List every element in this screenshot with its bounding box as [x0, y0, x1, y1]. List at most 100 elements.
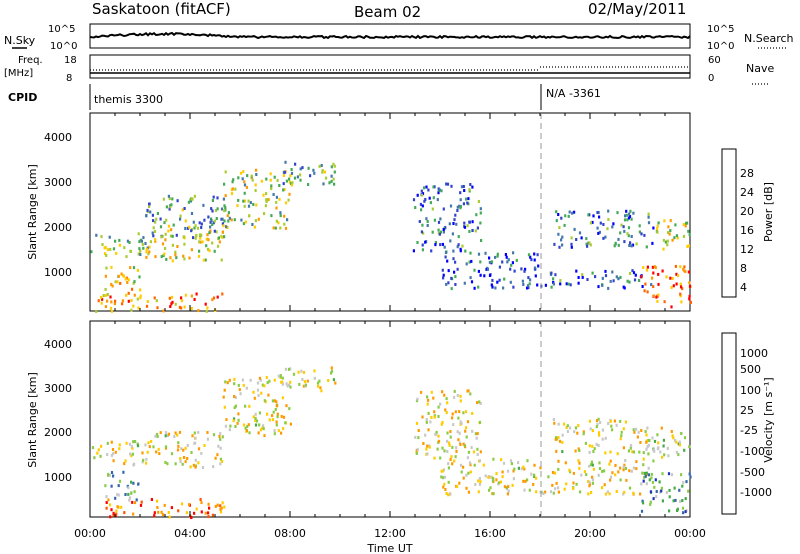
heatmap-cell [197, 309, 200, 313]
heatmap-cell [167, 194, 170, 198]
heatmap-cell [272, 193, 275, 196]
heatmap-cell [245, 185, 248, 189]
heatmap-cell [588, 444, 591, 448]
heatmap-cell [187, 200, 190, 204]
heatmap-cell [655, 495, 658, 499]
heatmap-cell [555, 481, 558, 485]
heatmap-cell [459, 443, 462, 446]
heatmap-cell [526, 478, 529, 482]
heatmap-cell [572, 487, 575, 490]
heatmap-cell [610, 424, 613, 428]
heatmap-cell [622, 427, 625, 431]
heatmap-cell [517, 461, 520, 465]
heatmap-cell [441, 268, 444, 272]
heatmap-cell [174, 253, 177, 257]
heatmap-cell [147, 441, 150, 445]
heatmap-cell [557, 467, 560, 471]
heatmap-cell [588, 419, 591, 423]
heatmap-cell [575, 269, 578, 273]
heatmap-cell [190, 451, 193, 454]
heatmap-cell [470, 280, 474, 284]
power-ytick-4000: 4000 [44, 131, 72, 144]
heatmap-cell [523, 269, 526, 273]
xtick-5: 20:00 [574, 527, 606, 540]
heatmap-cell [301, 378, 304, 381]
heatmap-cell [160, 510, 163, 514]
heatmap-cell [471, 412, 474, 415]
freq-panel [89, 54, 691, 79]
power-cbar-tick-16: 16 [740, 224, 754, 237]
heatmap-cell [660, 486, 663, 490]
power-cbar-tick-24: 24 [740, 186, 754, 199]
heatmap-cell [172, 223, 175, 227]
heatmap-cell [565, 426, 568, 430]
heatmap-cell [438, 188, 441, 192]
heatmap-cell [614, 241, 617, 245]
heatmap-cell [653, 485, 656, 489]
heatmap-cell [458, 481, 461, 485]
heatmap-cell [197, 254, 201, 258]
heatmap-cell [123, 511, 126, 515]
heatmap-cell [193, 511, 196, 515]
heatmap-cell [646, 265, 649, 269]
heatmap-cell [674, 223, 677, 227]
heatmap-cell [447, 466, 450, 470]
heatmap-cell [163, 503, 166, 507]
heatmap-cell [253, 225, 256, 229]
heatmap-cell [192, 220, 195, 224]
heatmap-cell [218, 240, 221, 244]
heatmap-cell [663, 453, 666, 457]
heatmap-cell [183, 456, 186, 459]
heatmap-cell [609, 475, 613, 479]
heatmap-cell [214, 504, 217, 508]
heatmap-cell [457, 235, 460, 239]
heatmap-cell [150, 439, 153, 443]
heatmap-cell [142, 236, 145, 240]
heatmap-cell [601, 437, 604, 441]
heatmap-cell [275, 420, 278, 424]
heatmap-cell [537, 264, 540, 268]
heatmap-cell [474, 432, 477, 436]
heatmap-cell [648, 478, 651, 482]
nave-tick-top: 60 [708, 55, 721, 66]
heatmap-cell [118, 447, 121, 451]
heatmap-cell [467, 197, 470, 201]
heatmap-cell [688, 297, 691, 301]
heatmap-cell [114, 299, 117, 303]
heatmap-cell [479, 480, 482, 484]
heatmap-cell [223, 209, 226, 213]
heatmap-cell [188, 503, 191, 507]
heatmap-cell [139, 249, 142, 253]
power-cbar-tick-4: 4 [740, 281, 747, 294]
heatmap-cell [99, 454, 102, 458]
heatmap-cell [260, 179, 263, 183]
heatmap-cell [587, 492, 590, 496]
xtick-0: 00:00 [74, 527, 106, 540]
heatmap-cell [588, 480, 591, 484]
heatmap-cell [110, 309, 113, 313]
heatmap-cell [175, 233, 178, 237]
heatmap-cell [535, 490, 538, 494]
heatmap-cell [574, 449, 577, 453]
heatmap-cell [198, 233, 202, 237]
heatmap-cell [270, 187, 273, 191]
heatmap-cell [158, 452, 161, 456]
heatmap-cell [194, 458, 197, 462]
velocity-cbar-tick-1000: 1000 [740, 347, 768, 360]
heatmap-cell [186, 226, 190, 230]
heatmap-cell [176, 448, 180, 452]
heatmap-cell [332, 378, 335, 382]
heatmap-cell [195, 292, 198, 296]
heatmap-cell [219, 432, 222, 436]
heatmap-cell [646, 445, 649, 449]
heatmap-cell [279, 226, 282, 230]
heatmap-cell [544, 490, 547, 494]
heatmap-cell [498, 278, 501, 282]
heatmap-cell [577, 424, 580, 428]
heatmap-cell [301, 166, 304, 170]
heatmap-cell [221, 501, 224, 505]
heatmap-cell [145, 250, 148, 254]
heatmap-cell [420, 390, 423, 394]
heatmap-cell [134, 440, 137, 443]
heatmap-cell [577, 459, 580, 463]
